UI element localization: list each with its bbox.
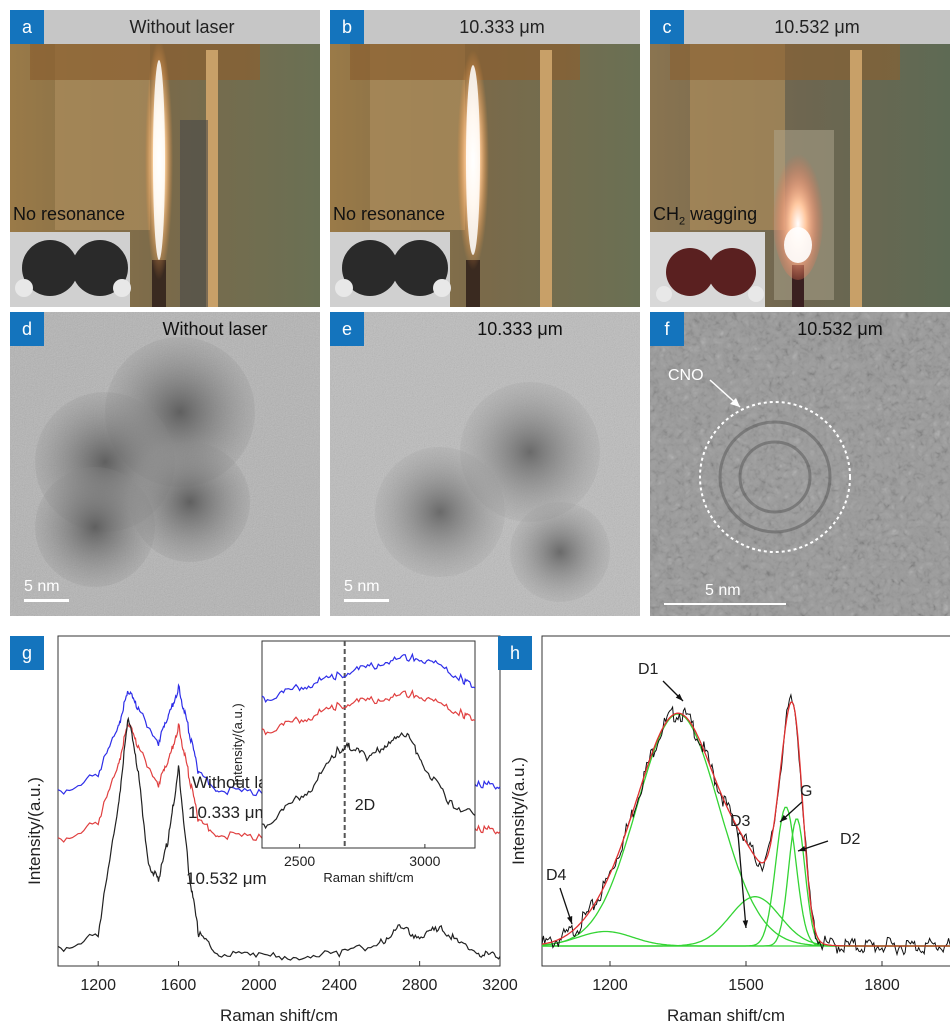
x-tick-label: 1800 bbox=[864, 977, 900, 994]
peak-arrow-head bbox=[567, 916, 573, 924]
resonance-label: CH2 wagging bbox=[653, 204, 758, 228]
raman-chart-h: 1200 1500 1800 Raman shift/cm Intensity/(a.u… bbox=[509, 635, 950, 1023]
component-D1 bbox=[541, 713, 950, 947]
panel-title: 10.333 μm bbox=[459, 17, 545, 37]
panel-tag: d bbox=[10, 312, 44, 346]
inset-x-tick-label: 2500 bbox=[284, 853, 315, 869]
component-D4 bbox=[541, 930, 950, 947]
y-axis-label: Intensity/(a.u.) bbox=[25, 777, 44, 885]
panel-tag: a bbox=[10, 10, 44, 44]
x-tick-label: 1500 bbox=[728, 977, 764, 994]
scale-bar-label: 5 nm bbox=[24, 578, 60, 595]
x-tick-label: 3200 bbox=[482, 977, 518, 994]
inset-series-line-0 bbox=[261, 652, 476, 703]
photo-panel-b: b 10.333 μm No resonance bbox=[330, 10, 640, 307]
inset-x-axis-label: Raman shift/cm bbox=[323, 870, 413, 885]
x-tick-label: 1600 bbox=[161, 977, 197, 994]
chart-panel-g: 1200 1600 2000 2400 2800 3200 Raman shift/cm In… bbox=[0, 626, 530, 1023]
inset-2d-label: 2D bbox=[355, 797, 375, 814]
fitted-envelope bbox=[541, 701, 950, 947]
tem-panel-e: e 10.333 μm 5 nm bbox=[330, 312, 640, 616]
peak-arrow-head bbox=[798, 846, 806, 852]
panel-tag: h bbox=[498, 636, 532, 670]
cno-label: CNO bbox=[668, 367, 704, 384]
flame-photo-a bbox=[10, 10, 320, 307]
panel-title: Without laser bbox=[129, 17, 235, 37]
x-axis-label: Raman shift/cm bbox=[220, 1006, 338, 1023]
panel-title: 10.532 μm bbox=[774, 17, 860, 37]
inset-frame bbox=[261, 640, 476, 849]
panel-title: 10.532 μm bbox=[797, 319, 883, 339]
peak-label: D3 bbox=[730, 813, 751, 830]
peak-arrow-head bbox=[780, 814, 788, 822]
x-tick-label: 2000 bbox=[241, 977, 277, 994]
panel-header bbox=[330, 10, 640, 44]
inset-series-line-2 bbox=[261, 732, 476, 830]
tem-panel-f: f 10.532 μm CNO 5 nm bbox=[650, 312, 950, 616]
scale-bar-label: 5 nm bbox=[705, 582, 741, 599]
inset-x-tick-label: 3000 bbox=[409, 853, 440, 869]
y-axis-label: Intensity/(a.u.) bbox=[509, 757, 528, 865]
tem-image-d bbox=[10, 312, 320, 616]
x-tick-label: 2800 bbox=[402, 977, 438, 994]
x-tick-label: 1200 bbox=[80, 977, 116, 994]
inset-series-line-1 bbox=[261, 688, 475, 736]
peak-arrow-head bbox=[742, 920, 749, 928]
inset-y-axis-label: Intensity/(a.u.) bbox=[230, 703, 245, 785]
panel-tag: b bbox=[330, 10, 364, 44]
peak-label: D4 bbox=[546, 867, 567, 884]
x-tick-label: 1200 bbox=[592, 977, 628, 994]
resonance-label: No resonance bbox=[333, 204, 446, 224]
panel-title: Without laser bbox=[162, 319, 268, 339]
peak-label: D2 bbox=[840, 831, 861, 848]
plot-frame bbox=[541, 635, 950, 967]
tem-image-f bbox=[650, 312, 950, 616]
peak-label: D1 bbox=[638, 661, 659, 678]
panel-tag: g bbox=[10, 636, 44, 670]
series-label: 10.532 μm bbox=[186, 869, 267, 888]
photo-panel-c: c 10.532 μm CH2 wagging bbox=[650, 10, 950, 307]
plot-frame bbox=[57, 635, 501, 967]
peak-arrow bbox=[737, 833, 747, 929]
panel-tag: e bbox=[330, 312, 364, 346]
panel-tag: f bbox=[650, 312, 684, 346]
series-label: 10.333 μm bbox=[188, 803, 269, 822]
panel-tag: c bbox=[650, 10, 684, 44]
raman-chart-g: 1200 1600 2000 2400 2800 3200 Raman shift/cm In… bbox=[25, 635, 518, 1023]
flame-photo-b bbox=[330, 10, 640, 307]
panel-header bbox=[650, 10, 950, 44]
photo-panel-a: a Without laser No resonance bbox=[10, 10, 320, 307]
chart-panel-h: 1200 1500 1800 Raman shift/cm Intensity/(a.u… bbox=[488, 626, 950, 1023]
measured-spectrum bbox=[541, 693, 950, 957]
series-line-2 bbox=[57, 716, 501, 961]
x-axis-label: Raman shift/cm bbox=[667, 1006, 785, 1023]
resonance-label: No resonance bbox=[13, 204, 126, 224]
scale-bar-label: 5 nm bbox=[344, 578, 380, 595]
panel-title: 10.333 μm bbox=[477, 319, 563, 339]
tem-panel-d: d Without laser 5 nm bbox=[10, 312, 320, 616]
x-tick-label: 2400 bbox=[321, 977, 357, 994]
tem-image-e bbox=[330, 312, 640, 616]
peak-label: G bbox=[800, 783, 812, 800]
flame-photo-c bbox=[650, 10, 950, 307]
panel-header bbox=[10, 10, 320, 44]
peak-arrow-head bbox=[675, 693, 683, 701]
